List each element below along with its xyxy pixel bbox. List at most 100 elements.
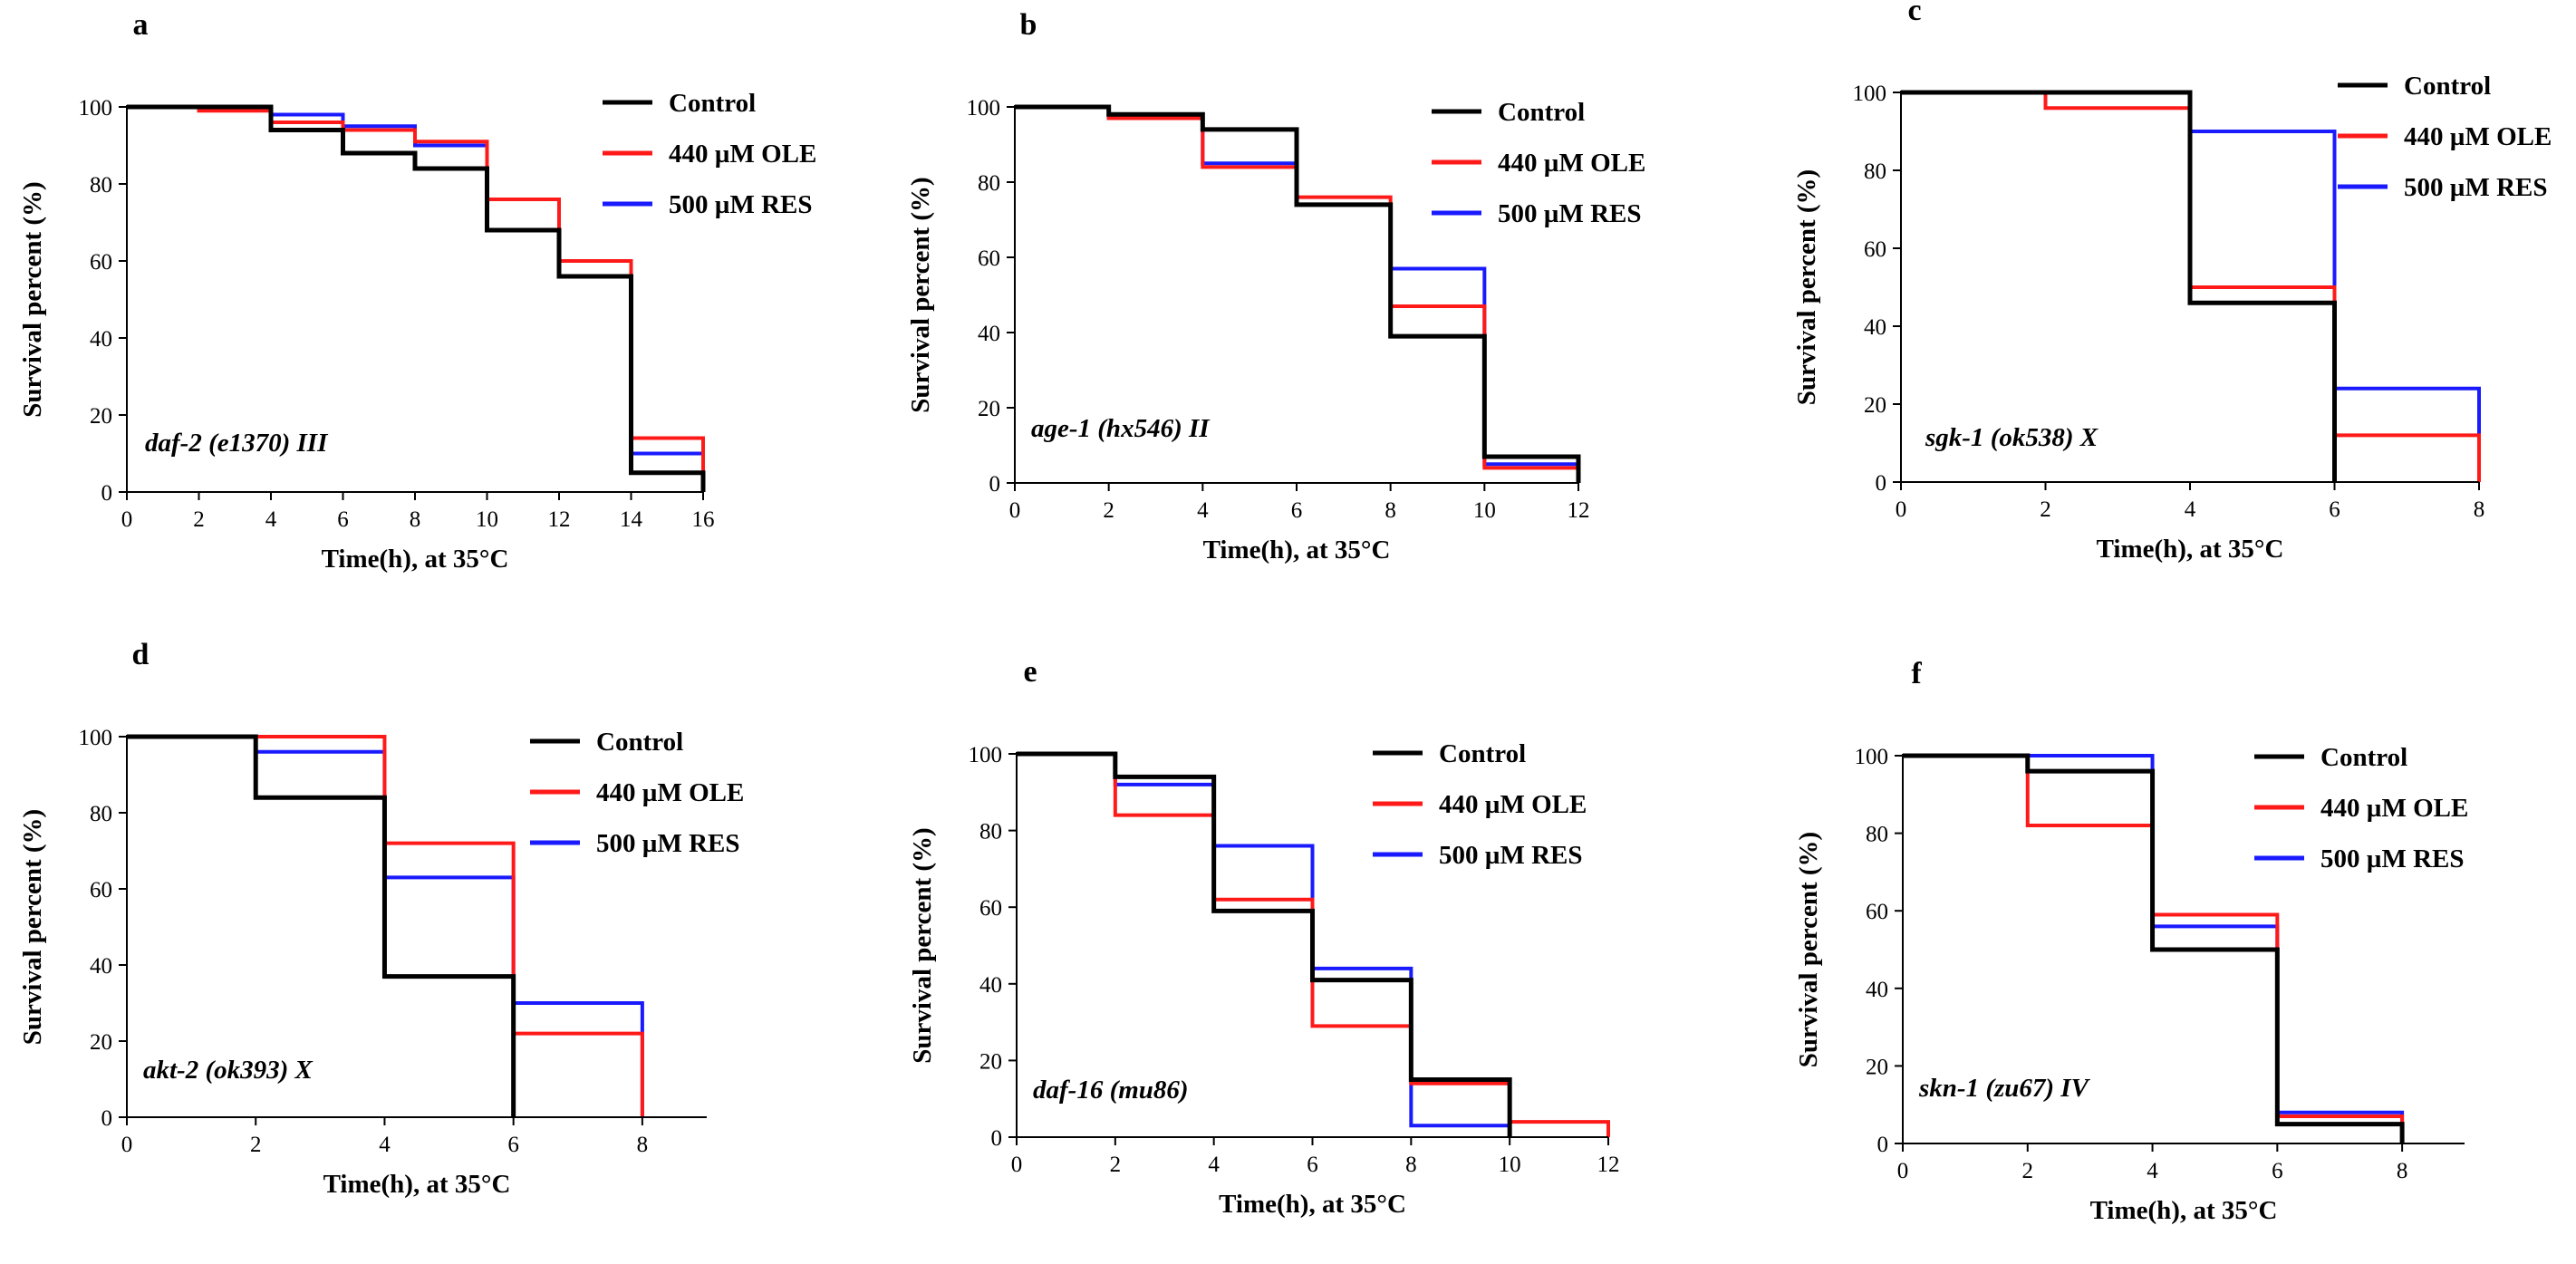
y-tick-label: 20 [978,397,1000,421]
strain-label: akt-2 (ok393) X [143,1056,314,1085]
x-tick-label: 2 [250,1133,262,1157]
y-axis-label: Survival percent (%) [1792,169,1821,405]
y-tick-label: 60 [90,250,112,275]
x-tick-label: 10 [1473,498,1496,523]
y-tick-label: 60 [1866,900,1888,924]
legend-label: Control [1439,739,1526,768]
y-tick-label: 100 [1855,745,1889,769]
x-tick-label: 14 [620,507,643,532]
x-tick-label: 6 [337,507,349,532]
legend-label: 440 µM OLE [669,140,816,169]
panel-letter: d [132,638,150,671]
y-tick-label: 80 [90,802,112,826]
legend: Control 440 µM OLE 500 µM RES [530,728,744,858]
x-tick-label: 12 [548,507,571,532]
panel-d: d 0 20 40 60 80 100 0 2 4 6 8 Time(h), at 35°C Surviv… [18,638,744,1199]
x-tick-label: 2 [1110,1153,1122,1177]
x-tick-label: 0 [121,507,133,532]
y-tick-label: 40 [90,327,112,352]
legend-label: 500 µM RES [1498,199,1642,228]
x-tick-label: 0 [1897,1159,1909,1183]
y-tick-label: 100 [969,743,1003,767]
panel-letter: a [133,8,149,42]
x-tick-label: 6 [2272,1159,2283,1183]
x-tick-label: 2 [1103,498,1114,523]
x-tick-label: 8 [1384,498,1396,523]
series-line-control [1015,104,1581,483]
legend-label: Control [669,89,756,118]
panel-e: e 0 20 40 60 80 100 0 2 4 6 8 10 12 Time(h), at 35°C Su… [908,655,1620,1219]
y-tick-label: 0 [101,1106,113,1131]
y-tick-label: 40 [1866,978,1888,1002]
x-tick-label: 6 [1307,1153,1318,1177]
y-tick-label: 40 [90,954,112,979]
legend: Control 440 µM OLE 500 µM RES [2338,72,2552,202]
x-tick-label: 4 [2185,497,2196,522]
y-tick-label: 40 [1864,315,1886,340]
y-axis-label: Survival percent (%) [18,181,47,417]
x-axis-label: Time(h), at 35°C [322,545,509,574]
x-tick-label: 12 [1597,1153,1620,1177]
x-axis-label: Time(h), at 35°C [1219,1190,1406,1219]
series-line-control [127,734,516,1117]
panel-letter: e [1023,655,1037,689]
x-tick-label: 0 [121,1133,133,1157]
legend-label: 500 µM RES [669,190,813,219]
y-tick-label: 0 [1876,471,1887,496]
x-tick-label: 10 [476,507,498,532]
x-axis-label: Time(h), at 35°C [2097,535,2284,564]
x-tick-label: 4 [265,507,277,532]
legend-label: 500 µM RES [2320,844,2465,873]
y-tick-label: 20 [90,1030,112,1055]
legend-label: 440 µM OLE [2404,122,2552,151]
x-tick-label: 4 [1197,498,1209,523]
panel-letter: f [1911,657,1922,690]
strain-label: age-1 (hx546) II [1031,414,1211,443]
y-axis-label: Survival percent (%) [906,177,935,412]
y-tick-label: 40 [979,973,1002,998]
x-axis-label: Time(h), at 35°C [1203,536,1391,564]
panel-b: b 0 20 40 60 80 100 0 2 4 6 8 10 12 Time(h), at 35°C Su… [906,8,1645,564]
legend: Control 440 µM OLE 500 µM RES [2254,743,2468,873]
x-tick-label: 6 [1291,498,1303,523]
panel-letter: b [1020,8,1037,42]
legend: Control 440 µM OLE 500 µM RES [603,89,816,219]
y-tick-label: 20 [979,1049,1002,1074]
y-tick-label: 100 [79,96,113,121]
y-tick-label: 0 [989,472,1001,497]
x-tick-label: 8 [410,507,421,532]
x-tick-label: 12 [1568,498,1590,523]
x-tick-label: 0 [1896,497,1907,522]
x-axis-label: Time(h), at 35°C [323,1170,511,1199]
strain-label: daf-16 (mu86) [1033,1076,1189,1105]
x-tick-label: 2 [2022,1159,2034,1183]
legend-label: 440 µM OLE [2320,794,2468,823]
legend-label: Control [596,728,683,757]
x-tick-label: 4 [2147,1159,2158,1183]
y-tick-label: 20 [90,404,112,429]
x-tick-label: 10 [1499,1153,1521,1177]
panel-a: a 0 20 40 60 80 100 0 2 4 6 8 10 12 14 16 Time(h), at 35… [18,8,816,574]
y-tick-label: 80 [1866,823,1888,847]
legend-label: 440 µM OLE [1439,790,1587,819]
y-tick-label: 0 [1877,1133,1889,1157]
x-tick-label: 4 [379,1133,391,1157]
y-tick-label: 100 [1853,82,1887,106]
panel-c: c 0 20 40 60 80 100 0 2 4 6 8 Time(h), at 35°C Surviv… [1792,0,2552,564]
legend-label: 500 µM RES [1439,841,1583,870]
legend-label: Control [1498,98,1585,127]
x-tick-label: 0 [1009,498,1021,523]
x-tick-label: 2 [2040,497,2051,522]
y-tick-label: 80 [1864,159,1886,184]
y-tick-label: 80 [979,820,1002,844]
x-tick-label: 8 [637,1133,649,1157]
x-tick-label: 8 [2397,1159,2408,1183]
x-tick-label: 8 [2474,497,2485,522]
series-line-control [1903,753,2405,1143]
y-axis-label: Survival percent (%) [1794,832,1823,1067]
strain-label: daf-2 (e1370) III [145,429,329,458]
x-tick-label: 2 [193,507,205,532]
x-axis-label: Time(h), at 35°C [2090,1196,2278,1225]
x-tick-label: 4 [1208,1153,1220,1177]
legend-label: Control [2404,72,2491,101]
